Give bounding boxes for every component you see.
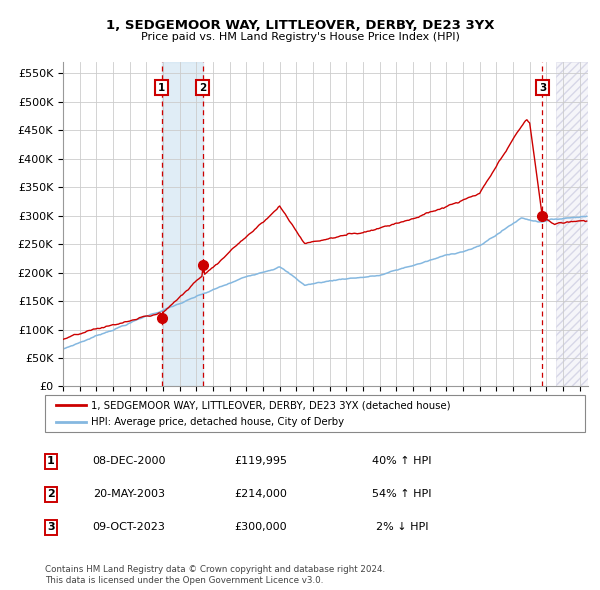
Text: 1, SEDGEMOOR WAY, LITTLEOVER, DERBY, DE23 3YX (detached house): 1, SEDGEMOOR WAY, LITTLEOVER, DERBY, DE2… — [91, 400, 451, 410]
Text: 2: 2 — [199, 83, 206, 93]
Text: HPI: Average price, detached house, City of Derby: HPI: Average price, detached house, City… — [91, 417, 344, 427]
Text: Price paid vs. HM Land Registry's House Price Index (HPI): Price paid vs. HM Land Registry's House … — [140, 32, 460, 41]
Text: 20-MAY-2003: 20-MAY-2003 — [93, 490, 165, 499]
Text: 1: 1 — [158, 83, 165, 93]
Text: 2: 2 — [47, 490, 55, 499]
Text: 3: 3 — [47, 523, 55, 532]
Text: 3: 3 — [539, 83, 546, 93]
Text: £300,000: £300,000 — [235, 523, 287, 532]
Text: £119,995: £119,995 — [235, 457, 287, 466]
Text: Contains HM Land Registry data © Crown copyright and database right 2024.
This d: Contains HM Land Registry data © Crown c… — [45, 565, 385, 585]
Text: 40% ↑ HPI: 40% ↑ HPI — [372, 457, 432, 466]
Bar — [161, 62, 203, 386]
Text: 1, SEDGEMOOR WAY, LITTLEOVER, DERBY, DE23 3YX: 1, SEDGEMOOR WAY, LITTLEOVER, DERBY, DE2… — [106, 19, 494, 32]
Bar — [556, 62, 588, 386]
Text: 1: 1 — [47, 457, 55, 466]
Text: 09-OCT-2023: 09-OCT-2023 — [92, 523, 166, 532]
Text: 2% ↓ HPI: 2% ↓ HPI — [376, 523, 428, 532]
Text: £214,000: £214,000 — [235, 490, 287, 499]
FancyBboxPatch shape — [45, 395, 585, 432]
Text: 54% ↑ HPI: 54% ↑ HPI — [372, 490, 432, 499]
Text: 08-DEC-2000: 08-DEC-2000 — [92, 457, 166, 466]
